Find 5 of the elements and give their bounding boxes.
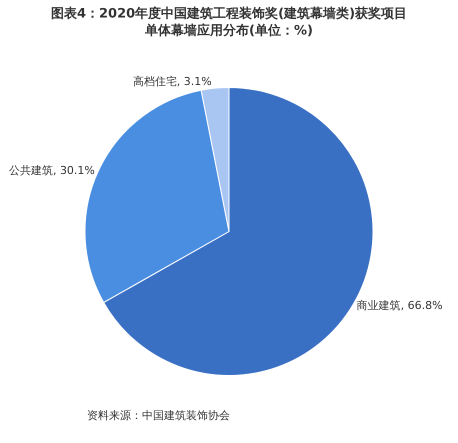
slice-label: 商业建筑, 66.8% bbox=[356, 299, 443, 312]
slice-label: 高档住宅, 3.1% bbox=[132, 75, 212, 88]
slice-label: 公共建筑, 30.1% bbox=[8, 164, 95, 177]
text: 资料来源：中国建筑装饰协会 bbox=[87, 409, 230, 422]
chart-title: 图表4：2020年度中国建筑工程装饰奖(建筑幕墙类)获奖项目单体幕墙应用分布(单位：%) bbox=[50, 6, 408, 39]
